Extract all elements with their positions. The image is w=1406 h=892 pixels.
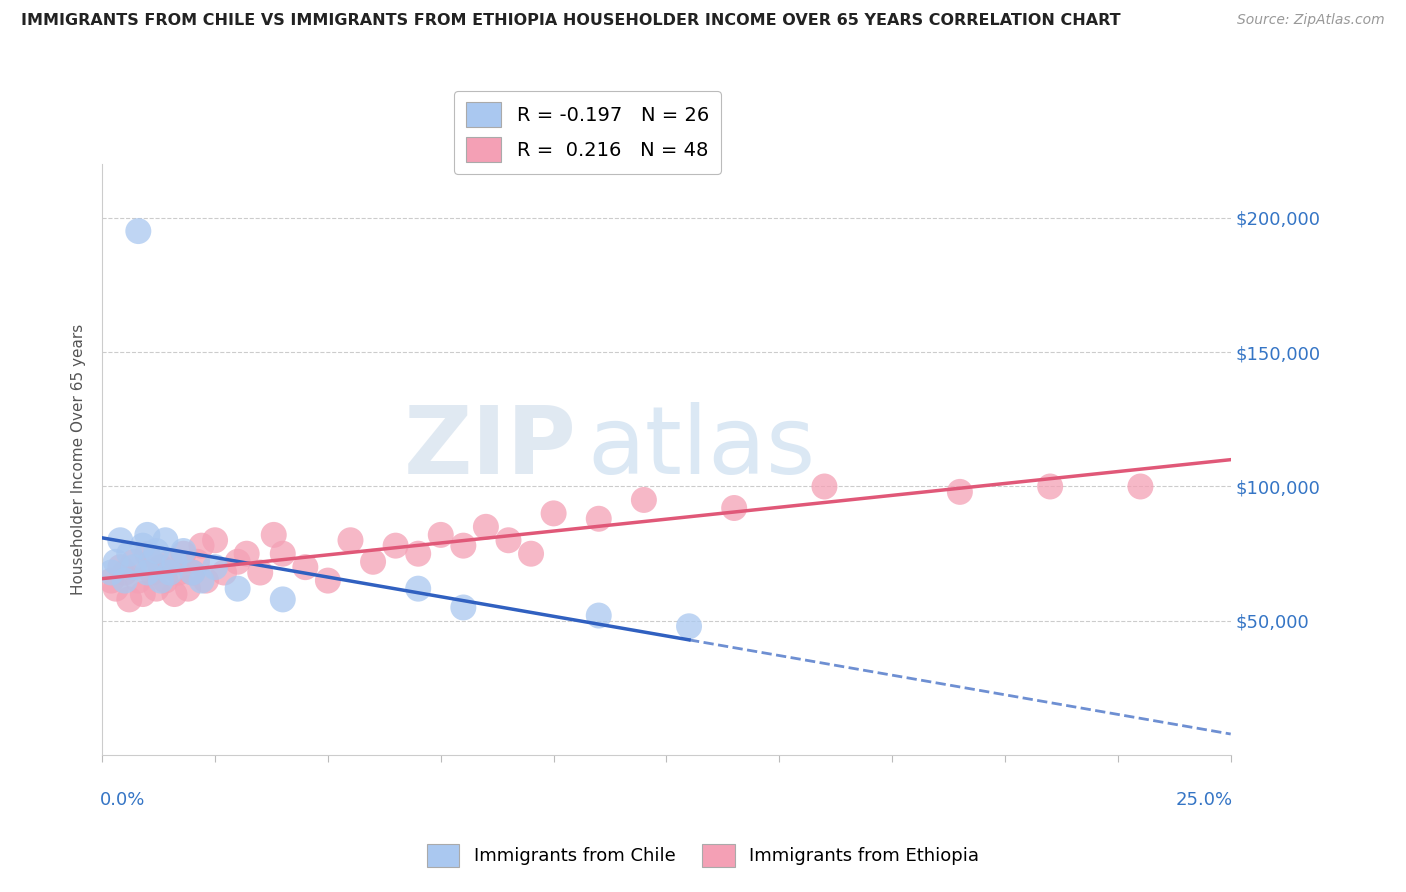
Legend: Immigrants from Chile, Immigrants from Ethiopia: Immigrants from Chile, Immigrants from E… [419,837,987,874]
Point [104,582,127,596]
Point [453,539,475,553]
Point [226,555,249,569]
Point [110,533,132,548]
Point [271,592,294,607]
Point [190,539,212,553]
Point [145,582,167,596]
Point [543,507,565,521]
Point [949,484,972,499]
Point [141,555,163,569]
Point [141,566,163,580]
Point [520,547,543,561]
Point [136,566,159,580]
Point [132,539,155,553]
Y-axis label: Householder Income Over 65 years: Householder Income Over 65 years [72,324,86,595]
Point [163,555,186,569]
Point [110,560,132,574]
Text: 25.0%: 25.0% [1175,791,1233,809]
Point [204,560,226,574]
Point [475,520,498,534]
Point [235,547,257,561]
Point [498,533,520,548]
Point [136,528,159,542]
Point [104,555,127,569]
Point [159,566,181,580]
Point [249,566,271,580]
Point [155,574,177,588]
Point [127,224,149,238]
Point [118,592,141,607]
Point [122,555,145,569]
Point [159,555,181,569]
Point [212,566,235,580]
Point [1039,479,1062,493]
Point [136,547,159,561]
Point [226,582,249,596]
Point [100,566,122,580]
Point [384,539,406,553]
Point [406,582,429,596]
Point [177,582,200,596]
Text: Source: ZipAtlas.com: Source: ZipAtlas.com [1237,13,1385,28]
Point [406,547,429,561]
Point [181,566,204,580]
Point [429,528,451,542]
Point [195,574,218,588]
Point [149,560,172,574]
Point [588,512,610,526]
Point [186,555,208,569]
Point [678,619,700,633]
Text: ZIP: ZIP [404,401,576,494]
Point [149,574,172,588]
Point [190,574,212,588]
Point [145,544,167,558]
Point [114,566,136,580]
Text: atlas: atlas [588,401,815,494]
Point [316,574,339,588]
Point [813,479,835,493]
Legend: R = -0.197   N = 26, R =  0.216   N = 48: R = -0.197 N = 26, R = 0.216 N = 48 [454,91,720,174]
Point [181,566,204,580]
Point [118,547,141,561]
Text: IMMIGRANTS FROM CHILE VS IMMIGRANTS FROM ETHIOPIA HOUSEHOLDER INCOME OVER 65 YEA: IMMIGRANTS FROM CHILE VS IMMIGRANTS FROM… [21,13,1121,29]
Point [100,574,122,588]
Point [155,533,177,548]
Point [122,560,145,574]
Point [1129,479,1152,493]
Point [132,587,155,601]
Point [163,587,186,601]
Point [339,533,361,548]
Point [723,501,745,516]
Point [167,566,190,580]
Point [114,574,136,588]
Point [453,600,475,615]
Point [172,547,194,561]
Text: 0.0%: 0.0% [100,791,145,809]
Point [633,492,655,507]
Point [263,528,285,542]
Point [588,608,610,623]
Point [294,560,316,574]
Point [271,547,294,561]
Point [172,544,194,558]
Point [204,533,226,548]
Point [127,574,149,588]
Point [361,555,384,569]
